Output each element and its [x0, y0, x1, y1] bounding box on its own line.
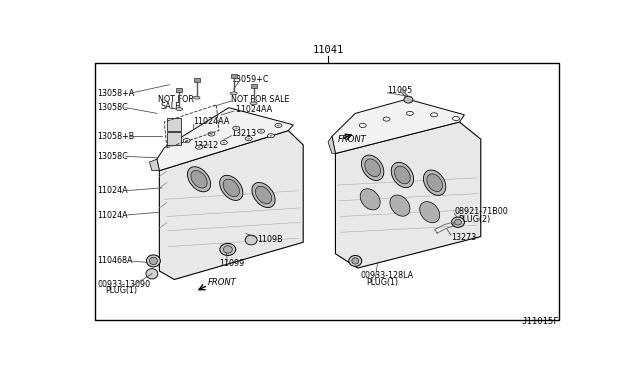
- Polygon shape: [159, 131, 303, 279]
- Text: -11024AA: -11024AA: [234, 105, 273, 113]
- Polygon shape: [328, 136, 335, 154]
- Ellipse shape: [390, 195, 410, 216]
- Text: 08921-71B00: 08921-71B00: [454, 207, 508, 216]
- Text: PLUG(1): PLUG(1): [105, 286, 137, 295]
- Bar: [176, 88, 182, 92]
- Ellipse shape: [223, 246, 232, 253]
- Circle shape: [406, 111, 413, 115]
- Ellipse shape: [349, 256, 362, 266]
- Ellipse shape: [220, 175, 243, 201]
- Circle shape: [208, 132, 215, 136]
- Circle shape: [260, 130, 262, 132]
- Text: 11024AA: 11024AA: [193, 118, 230, 126]
- Bar: [231, 74, 237, 78]
- Ellipse shape: [245, 235, 257, 245]
- Circle shape: [247, 138, 250, 140]
- Text: 11024A: 11024A: [97, 211, 128, 219]
- Text: 13213: 13213: [231, 129, 257, 138]
- Text: 11095: 11095: [388, 86, 413, 95]
- Circle shape: [269, 135, 273, 137]
- Circle shape: [257, 129, 264, 133]
- Ellipse shape: [146, 269, 158, 279]
- Text: 13058C: 13058C: [97, 103, 128, 112]
- Text: 11041: 11041: [312, 45, 344, 55]
- Ellipse shape: [230, 92, 237, 95]
- Circle shape: [183, 139, 190, 142]
- Text: 13212: 13212: [193, 141, 218, 150]
- Ellipse shape: [352, 258, 359, 264]
- Text: 13273: 13273: [451, 232, 476, 242]
- Text: 11024A: 11024A: [97, 186, 128, 195]
- Circle shape: [452, 116, 460, 121]
- Ellipse shape: [424, 170, 446, 195]
- Polygon shape: [335, 122, 481, 268]
- Ellipse shape: [420, 202, 440, 223]
- Circle shape: [268, 134, 275, 138]
- Polygon shape: [157, 108, 293, 171]
- Ellipse shape: [427, 174, 442, 192]
- Bar: [251, 84, 257, 88]
- Text: 00933-13090: 00933-13090: [97, 280, 150, 289]
- Ellipse shape: [250, 102, 257, 105]
- Text: PLUG(2): PLUG(2): [458, 215, 491, 224]
- Text: NOT FOR SALE: NOT FOR SALE: [231, 94, 290, 103]
- Text: NOT FOR: NOT FOR: [158, 94, 195, 103]
- Circle shape: [196, 145, 202, 149]
- Bar: [95, 63, 559, 320]
- Circle shape: [383, 117, 390, 121]
- Ellipse shape: [147, 255, 161, 267]
- Circle shape: [222, 142, 225, 144]
- Ellipse shape: [150, 257, 157, 264]
- Circle shape: [235, 128, 237, 129]
- Text: 13058+B: 13058+B: [97, 132, 134, 141]
- Ellipse shape: [188, 167, 211, 192]
- Ellipse shape: [220, 243, 236, 256]
- Ellipse shape: [360, 189, 380, 210]
- Ellipse shape: [223, 179, 239, 197]
- Ellipse shape: [365, 159, 380, 177]
- Circle shape: [359, 124, 366, 128]
- Bar: [193, 78, 200, 82]
- Polygon shape: [332, 99, 465, 154]
- Text: 00933-128LA: 00933-128LA: [360, 271, 413, 280]
- Ellipse shape: [255, 186, 271, 204]
- Text: FRONT: FRONT: [338, 135, 367, 144]
- Text: 1109B: 1109B: [257, 235, 283, 244]
- Ellipse shape: [395, 166, 410, 184]
- Text: 13058C: 13058C: [97, 152, 128, 161]
- Ellipse shape: [362, 155, 384, 180]
- Ellipse shape: [252, 183, 275, 208]
- Text: FRONT: FRONT: [208, 279, 237, 288]
- Circle shape: [220, 141, 227, 145]
- Circle shape: [198, 146, 200, 148]
- Text: PLUG(1): PLUG(1): [367, 279, 399, 288]
- Bar: [167, 118, 181, 131]
- Text: SALE: SALE: [161, 102, 181, 111]
- Text: J11015F: J11015F: [521, 317, 559, 326]
- Circle shape: [275, 124, 282, 128]
- Circle shape: [185, 140, 188, 141]
- Ellipse shape: [391, 162, 413, 187]
- Ellipse shape: [404, 96, 413, 103]
- Circle shape: [431, 113, 438, 117]
- Text: 13058+A: 13058+A: [97, 89, 134, 98]
- Circle shape: [245, 137, 252, 141]
- Text: 110468A: 110468A: [97, 256, 133, 265]
- Bar: [167, 132, 181, 145]
- Ellipse shape: [176, 108, 182, 110]
- Circle shape: [233, 126, 240, 130]
- Ellipse shape: [454, 219, 461, 225]
- Circle shape: [277, 125, 280, 126]
- Ellipse shape: [193, 96, 200, 99]
- Ellipse shape: [191, 170, 207, 188]
- Ellipse shape: [451, 217, 465, 227]
- Text: 11099: 11099: [219, 259, 244, 268]
- Text: 13059+C: 13059+C: [231, 75, 269, 84]
- Polygon shape: [150, 159, 159, 171]
- Circle shape: [210, 133, 213, 135]
